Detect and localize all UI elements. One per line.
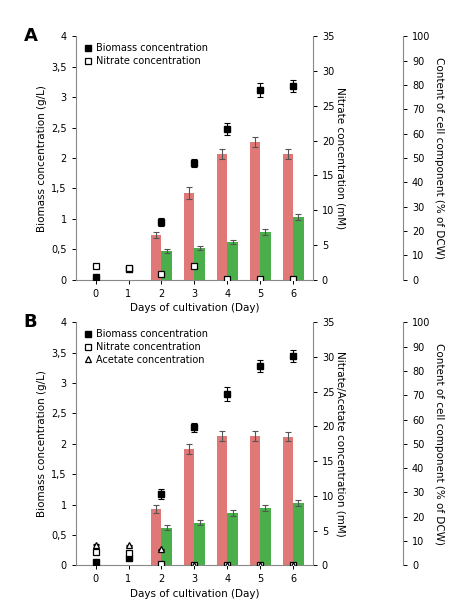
Y-axis label: Content of cell component (% of DCW): Content of cell component (% of DCW): [434, 343, 444, 545]
X-axis label: Days of cultivation (Day): Days of cultivation (Day): [129, 303, 259, 313]
Y-axis label: Nitrate concentration (mM): Nitrate concentration (mM): [336, 87, 346, 229]
Y-axis label: Biomass concentration (g/L): Biomass concentration (g/L): [37, 370, 47, 517]
Legend: Biomass concentration, Nitrate concentration, Acetate concentration: Biomass concentration, Nitrate concentra…: [81, 327, 210, 367]
Bar: [283, 154, 293, 280]
Bar: [184, 449, 194, 565]
Bar: [227, 513, 238, 565]
Legend: Biomass concentration, Nitrate concentration: Biomass concentration, Nitrate concentra…: [81, 41, 210, 68]
Bar: [162, 251, 172, 280]
Bar: [217, 436, 227, 565]
Bar: [250, 436, 260, 565]
Bar: [293, 217, 304, 280]
Bar: [162, 528, 172, 565]
Bar: [227, 242, 238, 280]
Y-axis label: Nitrate/Acetate concentration (mM): Nitrate/Acetate concentration (mM): [336, 351, 346, 537]
Y-axis label: Content of cell component (% of DCW): Content of cell component (% of DCW): [434, 57, 444, 259]
Bar: [151, 509, 162, 565]
Bar: [184, 193, 194, 280]
Bar: [250, 142, 260, 280]
Bar: [260, 232, 271, 280]
Bar: [283, 437, 293, 565]
Text: B: B: [24, 313, 37, 331]
Bar: [151, 235, 162, 280]
Text: A: A: [24, 27, 37, 45]
Bar: [194, 248, 205, 280]
Bar: [217, 154, 227, 280]
Y-axis label: Biomass concentration (g/L): Biomass concentration (g/L): [37, 85, 47, 232]
Bar: [260, 508, 271, 565]
X-axis label: Days of cultivation (Day): Days of cultivation (Day): [129, 589, 259, 599]
Bar: [194, 523, 205, 565]
Bar: [293, 503, 304, 565]
